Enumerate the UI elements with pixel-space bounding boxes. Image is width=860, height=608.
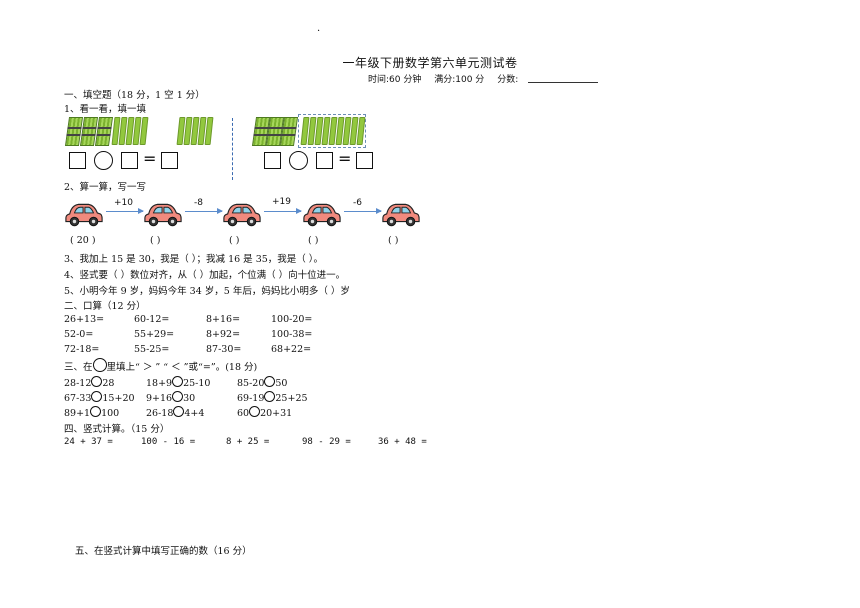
oral-item: 26+13= [64, 314, 105, 325]
compare-circle[interactable] [172, 391, 184, 402]
operator-circle[interactable] [289, 151, 308, 170]
equals-sign: = [143, 149, 157, 168]
oral-item: 8+92= [206, 329, 241, 340]
arrow-icon [344, 208, 382, 214]
compare-item: 69-19 25+25 [237, 391, 308, 404]
compare-item: 85-20 50 [237, 376, 288, 389]
compare-circle[interactable] [91, 376, 103, 387]
answer-box[interactable] [356, 152, 373, 169]
oral-item: 68+22= [271, 344, 312, 355]
answer-slot[interactable]: ( ) [150, 235, 161, 246]
full-score-label: 满分:100 分 [434, 75, 485, 85]
exam-info: 时间:60 分钟 满分:100 分 分数: [368, 72, 599, 85]
section1-heading: 一、填空题（18 分，1 空 1 分） [64, 90, 205, 101]
oral-item: 100-20= [271, 314, 313, 325]
compare-item: 89+1 100 [64, 406, 120, 419]
answer-slot[interactable]: ( ) [229, 235, 240, 246]
compare-circle[interactable] [249, 406, 261, 417]
car-icon [303, 203, 341, 227]
car-icon [223, 203, 261, 227]
q2-text: 2、算一算，写一写 [64, 182, 147, 193]
divider-dashed [232, 118, 233, 180]
circle-icon [92, 358, 107, 372]
bundle-icon [279, 117, 299, 146]
score-label: 分数: [497, 75, 519, 85]
oral-item: 87-30= [206, 344, 242, 355]
section3-heading: 三、在 里填上“ ＞ ” “ ＜ ”或“=”。(18 分) [64, 358, 257, 373]
compare-circle[interactable] [172, 376, 184, 387]
compare-circle[interactable] [264, 376, 276, 387]
answer-slot[interactable]: ( 20 ) [70, 235, 96, 246]
vertical-calc-item: 98 - 29 = [302, 437, 351, 447]
section3-heading-pre: 三、在 [64, 362, 93, 373]
section3-heading-post: 里填上“ ＞ ” “ ＜ ”或“=”。(18 分) [106, 362, 258, 373]
dashed-selection-box [298, 114, 366, 148]
vertical-calc-item: 36 + 48 = [378, 437, 427, 447]
car-icon [382, 203, 420, 227]
vertical-calc-item: 8 + 25 = [226, 437, 270, 447]
compare-circle[interactable] [91, 391, 103, 402]
answer-slot[interactable]: ( ) [388, 235, 399, 246]
answer-box[interactable] [121, 152, 138, 169]
oral-item: 55+29= [134, 329, 175, 340]
page-title: 一年级下册数学第六单元测试卷 [342, 56, 518, 70]
answer-box[interactable] [316, 152, 333, 169]
car-icon [65, 203, 103, 227]
q3-text: 3、我加上 15 是 30，我是（ ）；我减 16 是 35，我是（ ）。 [64, 254, 324, 265]
compare-item: 28-12 28 [64, 376, 115, 389]
q5-text: 5、小明今年 9 岁，妈妈今年 34 岁，5 年后，妈妈比小明多（ ）岁 [64, 286, 350, 297]
op-label: +10 [114, 198, 133, 208]
oral-item: 55-25= [134, 344, 170, 355]
vertical-calc-item: 100 - 16 = [141, 437, 196, 447]
oral-item: 60-12= [134, 314, 170, 325]
answer-box[interactable] [264, 152, 281, 169]
compare-item: 18+9 25-10 [146, 376, 211, 389]
vertical-calc-item: 24 + 37 = [64, 437, 113, 447]
compare-circle[interactable] [264, 391, 276, 402]
header-dot: · [317, 26, 321, 37]
arrow-icon [106, 208, 144, 214]
section4-heading: 四、竖式计算。（15 分） [64, 424, 170, 435]
compare-item: 60 20+31 [237, 406, 293, 419]
compare-item: 26-18 4+4 [146, 406, 205, 419]
q1-text: 1、看一看，填一填 [64, 104, 147, 115]
op-label: -6 [353, 198, 362, 208]
answer-slot[interactable]: ( ) [308, 235, 319, 246]
answer-box[interactable] [161, 152, 178, 169]
section5-heading: 五、在竖式计算中填写正确的数（16 分） [75, 546, 252, 557]
q4-text: 4、竖式要（ ）数位对齐，从（ ）加起，个位满（ ）向十位进一。 [64, 270, 346, 281]
compare-item: 67-33 15+20 [64, 391, 135, 404]
arrow-icon [185, 208, 223, 214]
oral-item: 8+16= [206, 314, 241, 325]
bundle-icon [94, 117, 114, 146]
op-label: -8 [194, 198, 203, 208]
section2-heading: 二、口算（12 分） [64, 301, 146, 312]
compare-circle[interactable] [90, 406, 102, 417]
oral-item: 72-18= [64, 344, 100, 355]
op-label: +19 [272, 197, 291, 207]
time-label: 时间:60 分钟 [368, 75, 422, 85]
oral-item: 100-38= [271, 329, 313, 340]
equals-sign: = [338, 149, 352, 168]
oral-item: 52-0= [64, 329, 94, 340]
operator-circle[interactable] [94, 151, 113, 170]
answer-box[interactable] [69, 152, 86, 169]
car-icon [144, 203, 182, 227]
compare-circle[interactable] [173, 406, 185, 417]
compare-item: 9+16 30 [146, 391, 196, 404]
arrow-icon [264, 208, 302, 214]
score-blank[interactable] [528, 73, 599, 83]
